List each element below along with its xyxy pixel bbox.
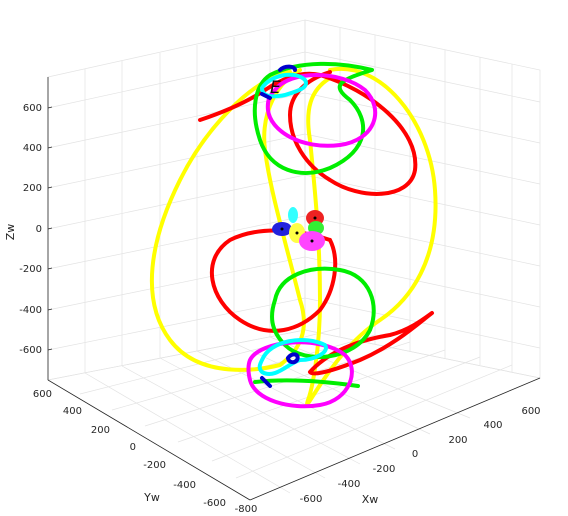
y-tick-label: -600	[203, 498, 226, 509]
x-tick-label: -600	[300, 494, 323, 505]
z-axis-label: Zw	[4, 224, 17, 241]
y-tick-label: 0	[130, 442, 136, 453]
x-tick-label: 200	[448, 435, 467, 446]
z-tick-label: -200	[19, 264, 42, 275]
series-blue	[260, 64, 300, 388]
x-tick-label: 600	[521, 406, 540, 417]
y-axis-ticks: 600 400 200 0 -200 -400 -600 Yw	[33, 389, 226, 509]
axes	[47, 77, 541, 501]
x-tick-label: -400	[338, 479, 361, 490]
x-tick-label: 400	[483, 420, 502, 431]
cluster-blob-cyan	[288, 207, 298, 223]
y-tick-label: 600	[33, 389, 52, 400]
z-tick-label: 600	[23, 103, 42, 114]
z-tick-label: -400	[19, 305, 42, 316]
z-tick-label: 0	[36, 224, 42, 235]
series-magenta	[246, 73, 378, 409]
y-axis-label: Yw	[143, 491, 160, 504]
central-cluster	[272, 207, 325, 251]
y-tick-label: -200	[143, 460, 166, 471]
x-axis-ticks: -800 -600 -400 -200 0 200 400 600 Xw	[235, 406, 541, 515]
annotation-e: E	[270, 78, 281, 98]
trajectories	[149, 61, 438, 409]
x-tick-label: -800	[235, 504, 258, 515]
y-tick-label: 400	[63, 406, 82, 417]
z-tick-label: -600	[19, 345, 42, 356]
x-axis-label: Xw	[362, 493, 379, 506]
z-axis-ticks: 600 400 200 0 -200 -400 -600 Zw	[4, 103, 53, 356]
x-tick-label: 0	[412, 449, 418, 460]
z-tick-label: 200	[23, 183, 42, 194]
y-tick-label: 200	[91, 425, 110, 436]
y-tick-label: -400	[173, 480, 196, 491]
x-tick-label: -200	[373, 464, 396, 475]
z-tick-label: 400	[23, 143, 42, 154]
